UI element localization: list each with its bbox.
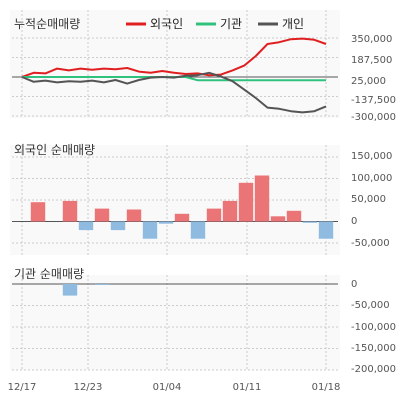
title-foreign: 외국인 순매매량 (14, 143, 95, 157)
line-foreign (21, 37, 327, 78)
legend-label-institution: 기관 (220, 17, 242, 31)
chart-marks (12, 10, 338, 371)
institution-bar-5 (94, 284, 110, 285)
ytick-cum-3: -137,500 (351, 95, 396, 106)
foreign-bar-12 (206, 208, 222, 222)
foreign-bar-6 (110, 221, 126, 231)
xtick-4: 01/18 (312, 382, 341, 393)
ytick-foreign-4: -50,000 (351, 238, 390, 249)
ytick-foreign-2: 50,000 (351, 194, 386, 205)
foreign-bar-10 (174, 213, 190, 222)
ytick-inst-3: -150,000 (351, 343, 396, 354)
legend-label-individual: 개인 (282, 17, 304, 31)
ytick-cum-1: 187,500 (351, 55, 392, 66)
foreign-bar-15 (254, 175, 270, 222)
foreign-bar-14 (238, 182, 254, 222)
ytick-inst-1: -50,000 (351, 300, 390, 311)
ytick-inst-4: -200,000 (351, 364, 396, 375)
xtick-3: 01/11 (233, 382, 262, 393)
institution-bar-3 (62, 284, 78, 296)
panel-cumulative-bg (10, 10, 340, 118)
xtick-2: 01/04 (153, 382, 182, 393)
title-institution: 기관 순매매량 (14, 267, 84, 281)
panel-institution-bg (10, 275, 340, 370)
title-cumulative: 누적순매매량 (14, 17, 80, 31)
foreign-bar-11 (190, 221, 206, 239)
line-individual (21, 71, 327, 114)
foreign-bar-7 (126, 209, 142, 222)
ytick-cum-2: 25,000 (351, 76, 386, 87)
foreign-bar-5 (94, 208, 110, 222)
panel-foreign-bg (10, 145, 340, 255)
ytick-inst-2: -100,000 (351, 322, 396, 333)
foreign-bar-16 (270, 216, 286, 222)
foreign-bar-3 (62, 200, 78, 222)
foreign-bar-4 (78, 221, 94, 231)
ytick-cum-0: 350,000 (351, 34, 392, 45)
foreign-bar-17 (286, 210, 302, 222)
foreign-bar-1 (30, 202, 46, 222)
xtick-1: 12/23 (74, 382, 103, 393)
foreign-bar-8 (142, 221, 158, 239)
foreign-bar-13 (222, 200, 238, 222)
foreign-bar-18 (302, 221, 318, 223)
ytick-foreign-3: 0 (351, 216, 357, 227)
ytick-cum-4: -300,000 (351, 112, 396, 123)
foreign-bar-9 (158, 221, 174, 224)
ytick-inst-0: 0 (351, 279, 357, 290)
ytick-foreign-0: 150,000 (351, 151, 392, 162)
ytick-foreign-1: 100,000 (351, 173, 392, 184)
xtick-0: 12/17 (8, 382, 37, 393)
foreign-bar-19 (318, 221, 334, 239)
